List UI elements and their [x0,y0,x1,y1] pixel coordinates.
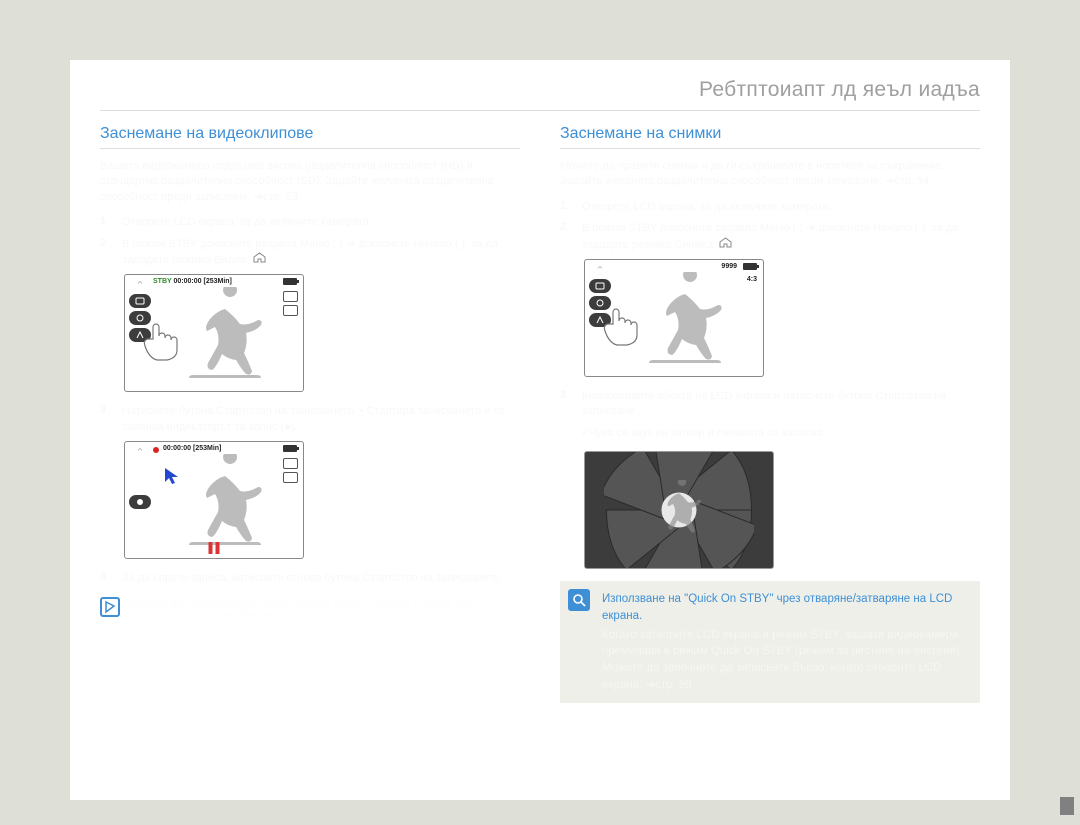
pill-icon [129,495,151,509]
step-2: 2 В режим STBY докоснете раздела Меню ( … [560,221,980,253]
step-text: Отворете LCD екрана, за да включите каме… [582,200,980,215]
shutter-graphic [584,451,774,569]
step-number: 1 [100,215,114,227]
step-number: 2 [100,237,114,249]
step-text: За да спрете записа, натиснете отново бу… [122,571,520,586]
manual-page: Ребтптоиапт лд яеъл иадъа Заснемане на в… [70,60,1010,800]
card-icon [283,291,298,302]
note: Можете да превключвате между режим Видео… [100,597,520,621]
rec-indicator-icon [153,447,159,453]
step-number: 3 [100,404,114,416]
step-2: 2 В режим STBY докоснете раздела Меню ( … [100,237,520,269]
rec-time: 00:00:00 [253Min] [163,445,221,452]
page-header: Ребтптоиапт лд яеъл иадъа [100,78,980,111]
skater-silhouette-small [649,480,709,540]
note-icon [100,597,120,617]
substep: • Чува се звук на затвор и снимката се з… [560,426,980,441]
step-text: Натиснете бутона Старт/стоп на записване… [122,404,520,435]
battery-icon [743,263,757,270]
note-text: Можете да превключвате между режим Видео… [128,597,520,621]
photo-counter: 9999 [721,263,737,270]
left-column: Заснемане на видеоклипове Вашата видеока… [100,125,520,703]
pill-icon [589,279,611,293]
step-text: В режим STBY докоснете раздела Меню ( ) … [122,237,520,269]
aspect-ratio: 4:3 [747,276,757,283]
skater-silhouette [175,287,275,387]
pause-icon [209,542,220,554]
info-title: Използване на "Quick On STBY" чрез отвар… [602,591,968,624]
skater-silhouette [635,272,735,372]
step-1: 1 Отворете LCD екрана, за да включите ка… [560,200,980,215]
pill-icon [129,294,151,308]
lcd-screenshot-stby: ⌃ STBY 00:00:00 [253Min] [124,274,304,392]
step-1: 1 Отворете LCD екрана, за да включите ка… [100,215,520,230]
two-column-layout: Заснемане на видеоклипове Вашата видеока… [100,125,980,703]
skater-silhouette [175,454,275,554]
lcd-left-icons: ⌃ [129,446,151,509]
info-box: Използване на "Quick On STBY" чрез отвар… [560,581,980,703]
card-icon [283,458,298,469]
chevron-up-icon: ⌃ [589,264,611,276]
media-icon [283,305,298,316]
section-title-video: Заснемане на видеоклипове [100,125,520,149]
step-number: 3 [560,389,574,401]
step-text: В режим STBY докоснете раздела Меню ( ) … [582,221,980,253]
chevron-up-icon: ⌃ [129,446,151,458]
stby-label: STBY 00:00:00 [253Min] [153,278,232,285]
hand-pointer-icon [139,317,183,361]
lcd-screenshot-rec: ⌃ 00:00:00 [253Min] [124,441,304,559]
magnifier-icon [568,589,590,611]
section-title-photo: Заснемане на снимки [560,125,980,149]
step-number: 4 [100,571,114,583]
media-icon [283,472,298,483]
step-text: Отворете LCD екрана, за да включите каме… [122,215,520,230]
home-icon [719,237,732,253]
intro-text: Можете да правите снимки и да ги съхраня… [560,159,980,190]
step-number: 1 [560,200,574,212]
step-3: 3 Натиснете бутона Старт/стоп на записва… [100,404,520,435]
step-number: 2 [560,221,574,233]
hand-pointer-icon [599,302,643,346]
home-icon [253,252,266,268]
battery-icon [283,445,297,452]
right-column: Заснемане на снимки Можете да правите сн… [560,125,980,703]
chevron-up-icon: ⌃ [129,279,151,291]
step-text: Композирайте обекта на LCD екрана и нати… [582,389,980,420]
step-3: 3 Композирайте обекта на LCD екрана и на… [560,389,980,420]
battery-icon [283,278,297,285]
lcd-screenshot-photo: ⌃ 9999 4:3 [584,259,764,377]
page-number: 19 [1060,797,1074,815]
info-body: Когато затворите LCD екрана в режим STBY… [602,627,968,694]
intro-text: Вашата видеокамера поддържа висока разде… [100,159,520,205]
step-4: 4 За да спрете записа, натиснете отново … [100,571,520,586]
cursor-arrow-icon [163,466,183,486]
